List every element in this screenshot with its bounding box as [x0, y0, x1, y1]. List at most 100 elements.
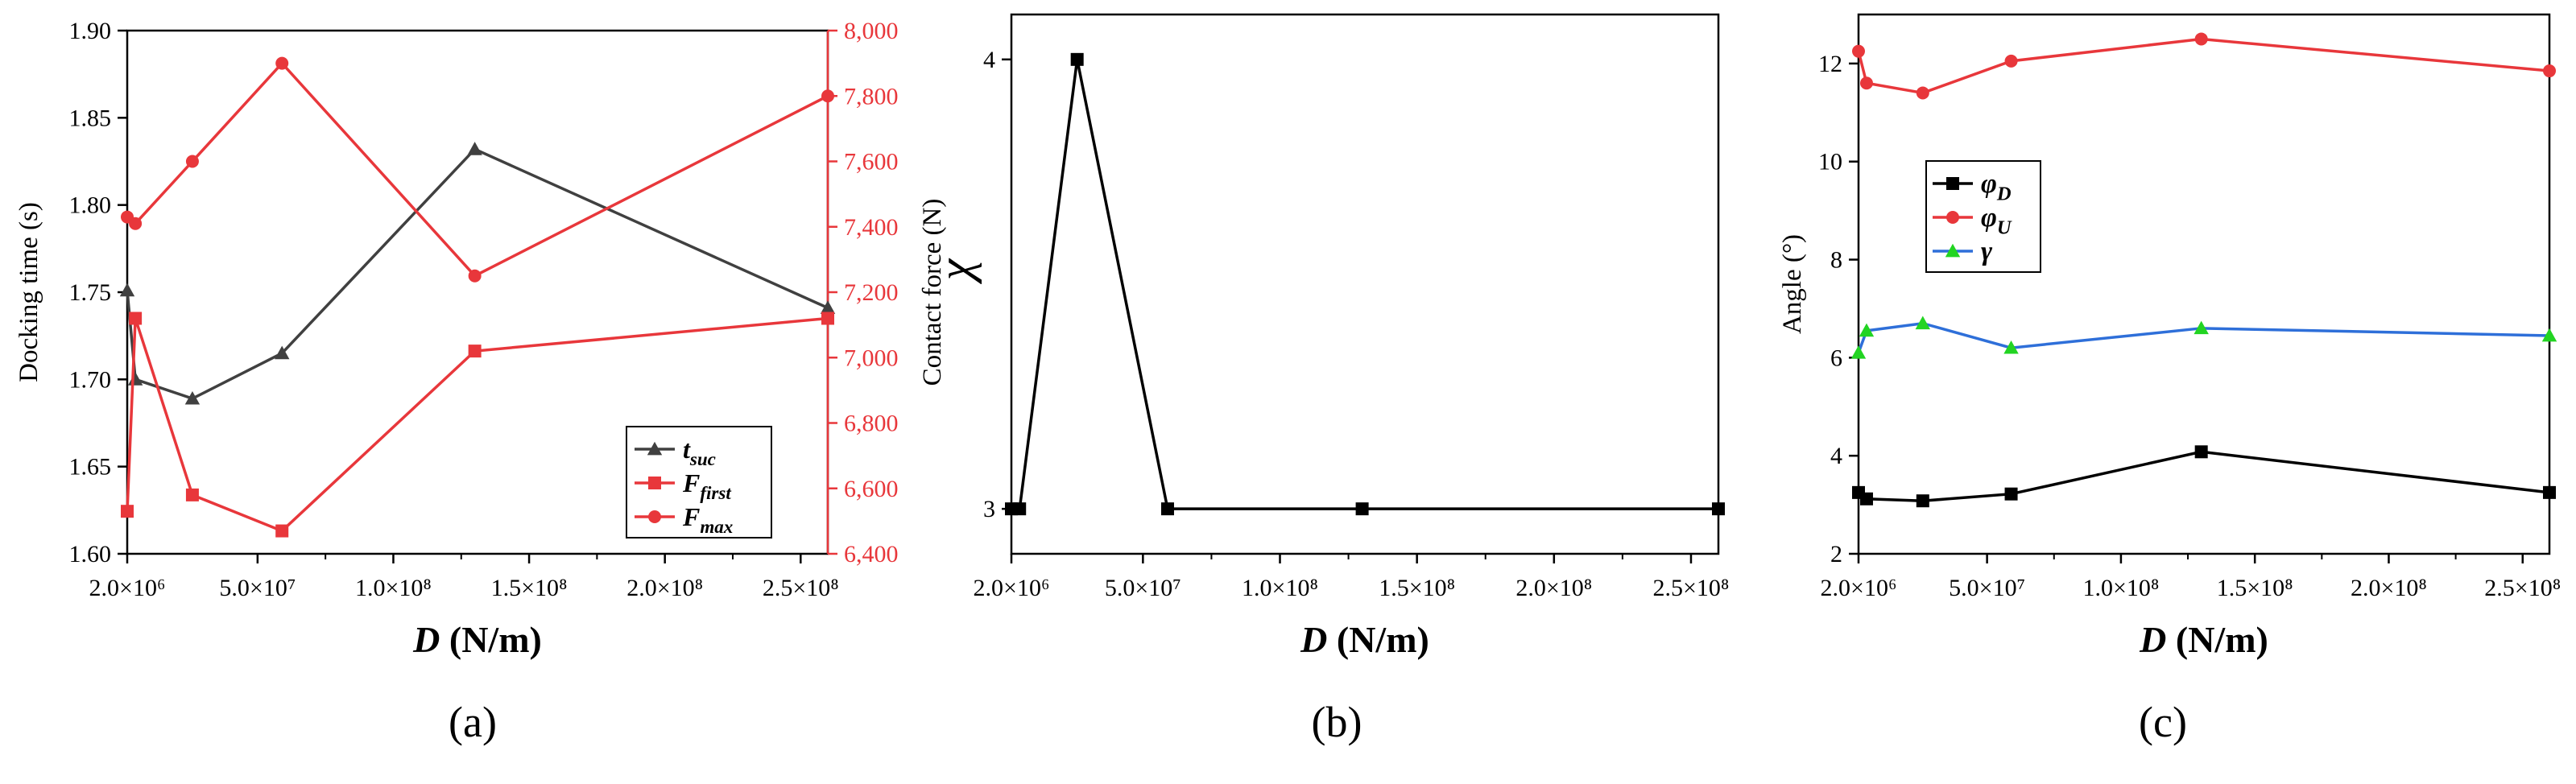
data-point [129, 217, 143, 230]
data-point [1916, 494, 1929, 508]
data-point [275, 524, 289, 538]
data-point [1013, 502, 1027, 516]
x-axis-units: (N/m) [1337, 619, 1429, 660]
legend-marker [648, 477, 661, 489]
data-point [2194, 32, 2208, 46]
legend-marker [1945, 243, 1961, 258]
legend-label: γ [1981, 237, 1993, 266]
data-point [275, 56, 289, 70]
data-point [2194, 445, 2208, 459]
data-point [1916, 86, 1929, 100]
y-axis-label: Docking time (s) [14, 202, 43, 382]
legend-label-subscript: max [700, 516, 733, 537]
series-line-2 [126, 316, 829, 533]
data-point [2543, 485, 2556, 499]
series-line-1 [1011, 59, 1718, 510]
y-axis-label: Angle (°) [1778, 234, 1807, 334]
panel-label: (a) [449, 698, 497, 746]
y-tick-label: 1.75 [69, 279, 112, 306]
data-point [820, 300, 836, 314]
legend-label-symbol: F [682, 502, 700, 531]
data-point [1850, 345, 1867, 359]
data-point [127, 372, 143, 386]
legend-label-symbol: t [683, 435, 691, 464]
legend-label-subscript: U [1997, 217, 2012, 239]
panel-label: (b) [1312, 698, 1362, 746]
data-point [1070, 52, 1084, 66]
data-point [1859, 323, 1875, 337]
y-tick-label: 8 [1830, 247, 1842, 274]
chart-panel-3: 2.0×10⁶ 5.0×10⁷ 1.0×10⁸ 1.5×10⁸ 2.0×10⁸ 2.5×1… [1778, 13, 2561, 746]
y-tick-label: 1.90 [69, 18, 112, 44]
data-point [1852, 44, 1865, 58]
data-point [2003, 340, 2019, 354]
legend-label-subscript: suc [689, 448, 716, 469]
data-point [1859, 76, 1873, 90]
legend-label-symbol: φ [1981, 203, 1997, 233]
legend-label: Fmax [682, 502, 733, 537]
data-point [1859, 492, 1873, 505]
x-tick-label: 2.0×10⁸ [626, 575, 703, 601]
data-point [2004, 54, 2018, 68]
x-tick-label: 2.5×10⁸ [1653, 575, 1730, 601]
data-point [119, 283, 135, 297]
data-point [1355, 502, 1369, 516]
data-point [2541, 328, 2557, 342]
legend-label: φD [1981, 169, 2012, 205]
x-tick-label: 2.0×10⁶ [1821, 575, 1897, 601]
y-tick-label: 2 [1830, 541, 1842, 567]
x-tick-label: 1.0×10⁸ [1242, 575, 1318, 601]
x-tick-label: 1.0×10⁸ [355, 575, 432, 601]
y-right-tick-label: 7,000 [844, 345, 899, 371]
x-tick-label: 2.5×10⁸ [763, 575, 839, 601]
x-axis-variable: D [412, 619, 449, 660]
x-tick-label: 1.5×10⁸ [491, 575, 568, 601]
y-right-tick-label: 6,400 [844, 541, 899, 567]
x-tick-label: 1.5×10⁸ [2217, 575, 2293, 601]
data-point [2004, 487, 2018, 501]
data-point [185, 488, 199, 501]
y-tick-label: 4 [1830, 443, 1842, 469]
data-point [468, 269, 482, 283]
legend-label: Ffirst [682, 468, 731, 503]
plot-frame [1010, 13, 1720, 555]
data-point [1712, 502, 1725, 516]
data-point [121, 505, 134, 518]
legend-label: φU [1981, 203, 2012, 239]
x-tick-label: 1.0×10⁸ [2082, 575, 2159, 601]
data-point [467, 142, 482, 155]
series-line-2 [1857, 37, 2550, 95]
y-axis-label: χ [928, 258, 982, 284]
y-right-tick-label: 7,600 [844, 149, 899, 175]
legend-label-symbol: φ [1981, 169, 1997, 199]
data-point [185, 155, 199, 168]
legend-marker [1946, 177, 1959, 190]
legend-marker [647, 441, 663, 456]
y-right-tick-label: 7,400 [844, 214, 899, 241]
x-tick-label: 2.0×10⁸ [2351, 575, 2427, 601]
y-tick-label: 1.60 [69, 541, 112, 567]
x-tick-label: 2.0×10⁸ [1515, 575, 1592, 601]
data-point [2194, 320, 2209, 335]
series-line-1 [1857, 450, 2550, 502]
x-axis-label: D (N/m) [412, 619, 542, 660]
x-axis-units: (N/m) [449, 619, 542, 660]
y-tick-label: 1.85 [69, 105, 112, 131]
x-tick-label: 2.5×10⁸ [2484, 575, 2561, 601]
legend-label-subscript: D [1996, 184, 2012, 205]
data-point [275, 345, 290, 360]
x-tick-label: 5.0×10⁷ [1949, 575, 2025, 601]
y-right-tick-label: 7,200 [844, 279, 899, 306]
legend-label-symbol: γ [1981, 237, 1993, 266]
y-right-tick-label: 6,800 [844, 411, 899, 437]
panel-label: (c) [2139, 698, 2187, 746]
chart-panel-1: 2.0×10⁶ 5.0×10⁷ 1.0×10⁸ 1.5×10⁸ 2.0×10⁸ 2.5×1… [14, 18, 947, 746]
y-tick-label: 1.70 [69, 366, 112, 393]
y-tick-label: 1.80 [69, 192, 112, 219]
x-axis-variable: D [1300, 619, 1337, 660]
y-tick-label: 10 [1818, 149, 1842, 175]
x-tick-label: 1.5×10⁸ [1379, 575, 1455, 601]
y-right-axis-label: Contact force (N) [918, 199, 947, 386]
y-right-tick-label: 7,800 [844, 83, 899, 109]
legend-marker [648, 510, 661, 523]
